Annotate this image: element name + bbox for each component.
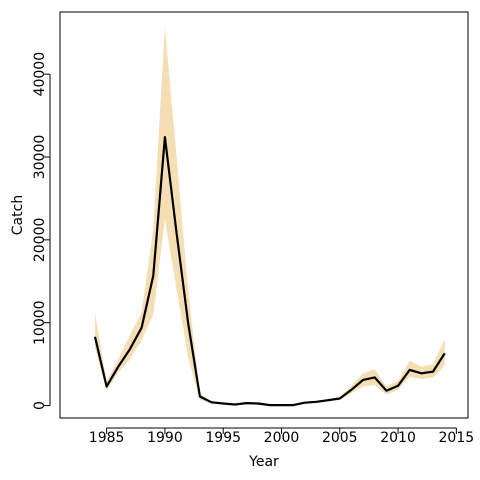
x-tick-label: 1995 xyxy=(205,430,241,446)
y-tick-label: 10000 xyxy=(32,300,48,345)
line-layer xyxy=(93,136,446,407)
plot-frame xyxy=(59,11,469,419)
x-tick-label: 2015 xyxy=(439,430,475,446)
x-tick-label: 2010 xyxy=(380,430,416,446)
x-tick-label: 1985 xyxy=(89,430,125,446)
x-axis-title: Year xyxy=(248,454,279,470)
band-layer xyxy=(95,26,445,406)
y-tick-label: 40000 xyxy=(32,52,48,97)
y-tick-label: 0 xyxy=(32,401,48,410)
x-tick-label: 2000 xyxy=(264,430,300,446)
confidence-band xyxy=(95,26,445,406)
x-tick-label: 2005 xyxy=(322,430,358,446)
x-axis: 1985 1990 1995 2000 2005 2010 2015 xyxy=(89,427,475,446)
x-tick-label: 1990 xyxy=(147,430,183,446)
y-axis: 0 10000 20000 30000 40000 xyxy=(32,52,51,410)
y-axis-title: Catch xyxy=(10,195,26,235)
y-tick-label: 20000 xyxy=(32,218,48,263)
catch-line xyxy=(93,136,446,407)
y-tick-label: 30000 xyxy=(32,135,48,180)
